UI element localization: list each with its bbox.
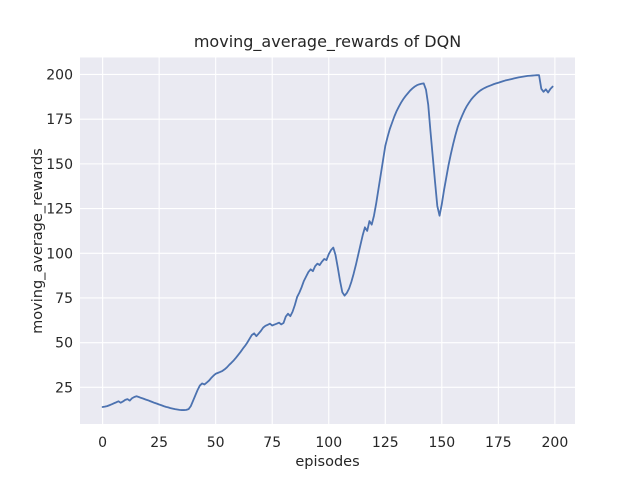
x-tick-label: 100	[315, 435, 342, 451]
x-axis-label: episodes	[295, 454, 359, 470]
plot-area	[80, 57, 575, 424]
y-tick-label: 50	[55, 336, 73, 352]
chart-title: moving_average_rewards of DQN	[194, 32, 461, 52]
x-tick-label: 50	[207, 435, 225, 451]
y-tick-label: 175	[46, 112, 73, 128]
y-tick-label: 150	[46, 157, 73, 173]
x-tick-label: 25	[150, 435, 168, 451]
y-tick-labels: 25 50 75 100 125 150 175 200	[46, 67, 73, 396]
x-tick-labels: 0 25 50 75 100 125 150 175 200	[98, 435, 568, 451]
y-axis-label: moving_average_rewards	[30, 148, 46, 334]
x-tick-label: 150	[428, 435, 455, 451]
y-grid	[80, 73, 575, 388]
x-grid	[102, 57, 556, 424]
x-tick-label: 200	[542, 435, 569, 451]
reward-line-series	[101, 74, 554, 411]
y-tick-label: 75	[55, 291, 73, 307]
x-tick-label: 0	[98, 435, 107, 451]
y-tick-label: 100	[46, 246, 73, 262]
y-tick-label: 125	[46, 202, 73, 218]
y-tick-label: 200	[46, 67, 73, 83]
x-tick-label: 125	[372, 435, 399, 451]
x-tick-label: 175	[485, 435, 512, 451]
x-tick-label: 75	[263, 435, 281, 451]
y-tick-label: 25	[55, 380, 73, 396]
